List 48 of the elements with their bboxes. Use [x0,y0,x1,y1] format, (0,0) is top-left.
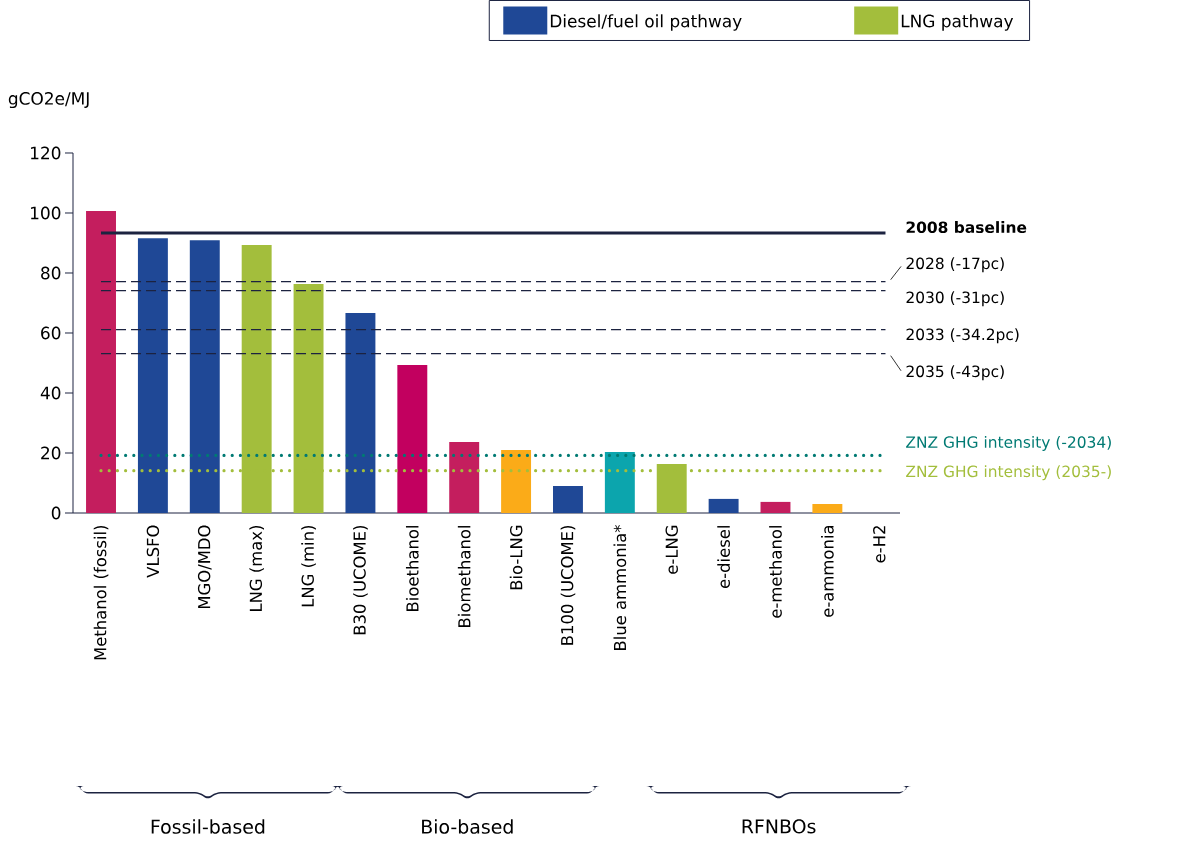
y-tick-label: 20 [41,446,61,460]
bar [812,504,843,513]
y-tick-label: 80 [41,266,61,280]
ref-line-label: 2033 (-34.2pc) [906,328,1019,344]
bar [449,441,480,513]
bar [189,240,220,513]
y-tick-label: 40 [40,386,61,400]
x-tick-label: Methanol (fossil) [93,525,109,660]
x-tick-label: VLSFO [146,525,160,578]
text: Fossil-based [151,819,265,834]
text: RFNBOs [742,819,816,834]
bar [397,365,428,513]
x-tick-label: B30 (UCOME) [353,525,368,635]
bar [137,238,168,513]
x-tick-label: e-LNG [665,525,678,574]
bar [760,501,791,513]
bar [86,210,116,513]
x-tick-label: Bio-LNG [509,525,523,590]
y-tick-label: 120 [31,146,61,160]
y-axis-title: gCO2e/MJ [8,92,89,109]
y-tick-label: 100 [31,206,61,220]
ref-line-label: 2030 (-31pc) [906,291,1004,307]
x-tick-label: LNG (max) [249,525,264,611]
ref-line-label: ZNZ GHG intensity (2035-) [906,465,1111,481]
bar [604,452,635,513]
ref-line-label: 2008 baseline [906,221,1027,234]
y-tick-label: 0 [51,506,61,520]
ref-line-label: ZNZ GHG intensity (-2034) [906,435,1111,451]
x-tick-label: Biomethanol [457,526,471,627]
x-tick-label: B100 (UCOME) [560,525,576,645]
y-tick-label: 60 [41,326,61,340]
bar [345,312,376,513]
bar [501,450,532,513]
x-tick-label: MGO/MDO [197,525,212,609]
bar [708,498,739,513]
ref-line-label: 2028 (-17pc) [906,257,1004,273]
x-tick-label: Blue ammonia* [613,525,627,650]
x-tick-label: e-ammonia [821,526,834,617]
legend-label: Diesel/fuel oil pathway [550,14,742,31]
ref-line-label: 2035 (-43pc) [906,365,1004,381]
x-tick-label: Bioethanol [405,526,419,611]
text: Bio-based [422,819,513,834]
legend-label: LNG pathway [901,14,1014,31]
x-tick-label: e-methanol [769,526,782,618]
x-tick-label: e-H2 [873,526,886,563]
x-tick-label: LNG (min) [301,525,316,607]
x-tick-label: e-diesel [717,526,730,589]
bar [552,486,583,513]
